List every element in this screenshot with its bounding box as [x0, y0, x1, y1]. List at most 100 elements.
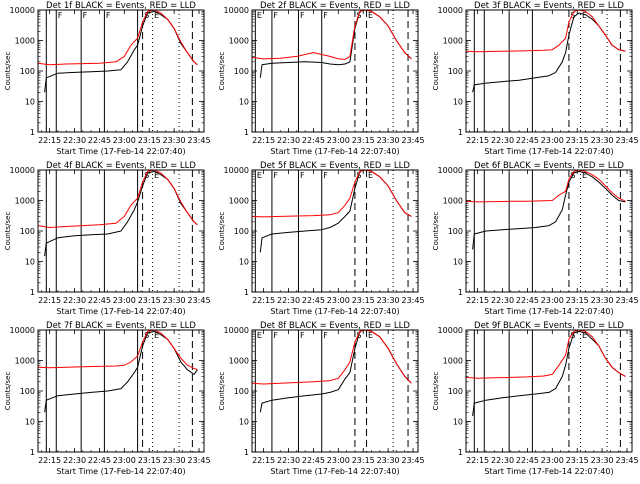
x-axis-label: Start Time (17-Feb-14 22:07:40): [56, 147, 185, 156]
x-tick-label: 22:45: [516, 136, 539, 145]
y-tick-label: 10: [453, 418, 463, 427]
marker-label: S: [570, 11, 575, 20]
y-tick-label: 10: [25, 98, 35, 107]
y-tick-label: 10: [239, 98, 249, 107]
series-line-lld: [251, 329, 412, 385]
y-axis-label: Counts/sec: [432, 372, 440, 411]
y-tick-label: 1: [30, 288, 35, 297]
x-tick-label: 22:45: [88, 296, 111, 305]
x-tick-label: 23:15: [352, 136, 375, 145]
x-tick-label: 22:15: [252, 136, 275, 145]
y-tick-label: 1000: [443, 197, 463, 206]
x-tick-label: 23:30: [591, 136, 614, 145]
y-tick-label: 10: [25, 258, 35, 267]
y-tick-label: 100: [20, 387, 35, 396]
marker-label: E: [368, 11, 373, 20]
marker-label: E: [257, 331, 262, 340]
panel-title: Det 5f BLACK = Events, RED = LLD: [260, 161, 410, 171]
marker-label: E: [368, 171, 373, 180]
series-line-events: [259, 169, 412, 253]
x-tick-label: 23:30: [163, 136, 186, 145]
series-line-events: [259, 9, 412, 78]
marker-label: E: [582, 171, 587, 180]
x-tick-label: 23:30: [591, 456, 614, 465]
marker-label: F: [323, 11, 328, 20]
y-tick-label: 100: [448, 67, 463, 76]
x-tick-label: 23:30: [163, 456, 186, 465]
y-axis-label: Counts/sec: [432, 212, 440, 251]
x-tick-label: 22:30: [63, 456, 86, 465]
x-tick-label: 23:15: [566, 136, 589, 145]
x-tick-label: 23:30: [591, 296, 614, 305]
y-tick-label: 1: [458, 128, 463, 137]
series-line-events: [472, 170, 626, 250]
chart-panel-det-8: Det 8f BLACK = Events, RED = LLD Counts/s…: [218, 321, 425, 476]
chart-panel-det-6: Det 6f BLACK = Events, RED = LLD Counts/s…: [432, 161, 639, 316]
y-tick-label: 10000: [10, 166, 35, 175]
y-tick-label: 100: [20, 67, 35, 76]
panel-title: Det 3f BLACK = Events, RED = LLD: [474, 1, 624, 11]
plot-frame: [251, 329, 419, 453]
marker-label: E: [257, 11, 262, 20]
x-tick-label: 23:30: [163, 296, 186, 305]
x-tick-label: 22:30: [491, 136, 514, 145]
x-axis-label: Start Time (17-Feb-14 22:07:40): [56, 467, 185, 476]
x-tick-label: 22:30: [277, 456, 300, 465]
x-tick-label: 23:30: [377, 136, 400, 145]
marker-label: F: [83, 11, 88, 20]
x-axis-label: Start Time (17-Feb-14 22:07:40): [484, 147, 613, 156]
y-tick-label: 1: [244, 448, 249, 457]
x-tick-label: 22:45: [516, 296, 539, 305]
series-line-lld: [37, 169, 198, 228]
series-line-lld: [37, 9, 198, 66]
x-tick-label: 23:45: [401, 296, 424, 305]
x-axis-label: Start Time (17-Feb-14 22:07:40): [270, 307, 399, 316]
x-tick-label: 23:30: [377, 296, 400, 305]
x-tick-label: 22:30: [63, 136, 86, 145]
plot-frame: [37, 9, 205, 133]
marker-label: F: [273, 331, 278, 340]
y-tick-label: 100: [234, 387, 249, 396]
x-axis-label: Start Time (17-Feb-14 22:07:40): [484, 307, 613, 316]
series-line-lld: [465, 329, 626, 379]
y-tick-label: 10000: [10, 326, 35, 335]
series-line-events: [472, 330, 626, 417]
marker-label: F: [273, 11, 278, 20]
plot-frame: [251, 9, 419, 133]
marker-label: E: [154, 11, 159, 20]
x-tick-label: 23:00: [541, 136, 564, 145]
chart-panel-det-9: Det 9f BLACK = Events, RED = LLD Counts/s…: [432, 321, 639, 476]
x-tick-label: 23:15: [138, 456, 161, 465]
x-tick-label: 23:00: [327, 296, 350, 305]
y-tick-label: 10000: [10, 6, 35, 15]
marker-label: F: [300, 331, 305, 340]
y-tick-label: 10000: [224, 6, 249, 15]
marker-label: E: [154, 171, 159, 180]
y-axis-label: Counts/sec: [432, 52, 440, 91]
marker-label: F: [300, 171, 305, 180]
x-tick-label: 22:15: [252, 296, 275, 305]
y-tick-label: 10: [453, 258, 463, 267]
x-tick-label: 22:45: [88, 136, 111, 145]
x-tick-label: 22:15: [466, 296, 489, 305]
series-line-lld: [251, 169, 412, 218]
x-tick-label: 23:00: [327, 456, 350, 465]
series-line-lld: [37, 329, 198, 371]
x-tick-label: 22:15: [466, 136, 489, 145]
x-tick-label: 22:45: [302, 296, 325, 305]
x-tick-label: 23:15: [138, 136, 161, 145]
y-tick-label: 10000: [438, 6, 463, 15]
plot-frame: [465, 169, 633, 293]
x-tick-label: 23:30: [377, 456, 400, 465]
y-tick-label: 1000: [15, 37, 35, 46]
marker-label: E: [582, 11, 587, 20]
x-tick-label: 22:45: [516, 456, 539, 465]
y-tick-label: 1000: [15, 197, 35, 206]
marker-label: F: [106, 11, 111, 20]
y-tick-label: 1: [30, 128, 35, 137]
x-tick-label: 22:45: [302, 136, 325, 145]
x-tick-label: 22:30: [63, 296, 86, 305]
x-tick-label: 23:45: [615, 296, 638, 305]
